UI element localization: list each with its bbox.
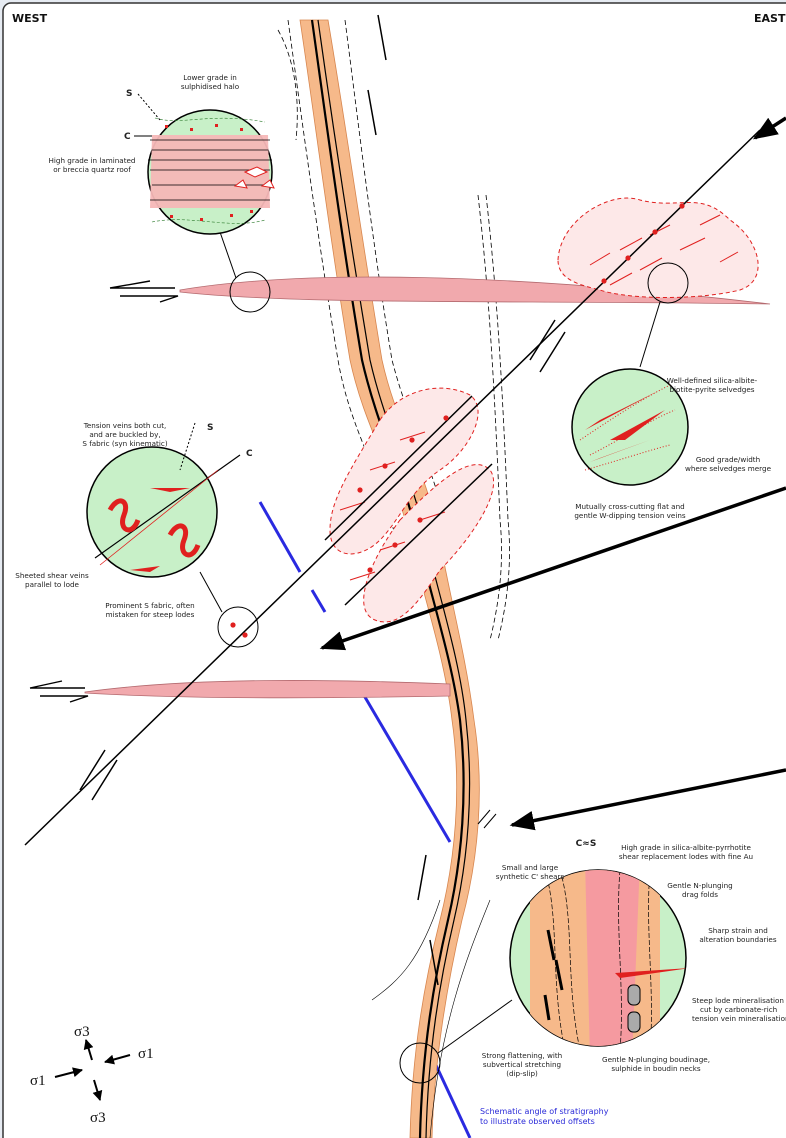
s-label: S [207,423,213,433]
sigma1-left: σ1 [30,1073,46,1089]
line: Gentle N-plunging [667,881,732,890]
line: Schematic angle of stratigraphy [480,1107,609,1116]
line: Steep lode mineralisation [692,996,784,1005]
line: shear replacement lodes with fine Au [619,852,753,861]
line: Mutually cross-cutting flat and [575,502,684,511]
c-label: C [124,132,131,142]
west-label: WEST [12,12,48,25]
diagram: WEST EAST [0,0,786,1138]
boudinage-note: Gentle N-plunging boudinage,sulphide in … [602,1055,710,1073]
line: Strong flattening, with [482,1051,562,1060]
line: gentle W-dipping tension veins [574,511,686,520]
cs-label: C≈S [576,839,597,849]
body: WEST EAST [0,0,786,1138]
line: cut by carbonate-rich [700,1005,777,1014]
line: where selvedges merge [685,464,772,473]
line: Tension veins both cut, [83,421,167,430]
line: to illustrate observed offsets [480,1117,595,1126]
line: or breccia quartz roof [53,165,131,174]
sigma3-bottom: σ3 [90,1110,106,1126]
fabric-top-note: Tension veins both cut,and are buckled b… [82,421,167,448]
page: Structural model {"labels": {"west": "WE… [0,0,786,1138]
line: Sheeted shear veins [15,571,89,580]
line: Sharp strain and [708,926,768,935]
line: subvertical stretching [483,1060,561,1069]
line: Prominent S fabric, often [105,601,194,610]
line: (dip-slip) [506,1069,538,1078]
s-label: S [126,89,132,99]
line: alteration boundaries [699,935,776,944]
line: tension vein mineralisation [692,1014,786,1023]
line: synthetic C' shears [496,872,565,881]
sigma3-top: σ3 [74,1024,90,1040]
line: Good grade/width [696,455,760,464]
selvedge-top-note: Well-defined silica-albite-biotite-pyrit… [667,376,758,394]
line: sulphidised halo [181,82,239,91]
east-label: EAST [754,12,786,25]
line: High grade in silica-albite-pyrrhotite [621,843,751,852]
line: sulphide in boudin necks [611,1064,701,1073]
line: Small and large [502,863,559,872]
line: mistaken for steep lodes [106,610,195,619]
c-label: C [246,449,253,459]
sigma1-right: σ1 [138,1046,154,1062]
line: Well-defined silica-albite- [667,376,758,385]
line: High grade in laminated [49,156,136,165]
line: biotite-pyrite selvedges [669,385,754,394]
line: S fabric (syn kinematic) [82,439,167,448]
line: Gentle N-plunging boudinage, [602,1055,710,1064]
line: parallel to lode [25,580,79,589]
line: Lower grade in [183,73,237,82]
line: and are buckled by, [89,430,160,439]
line: drag folds [682,890,718,899]
